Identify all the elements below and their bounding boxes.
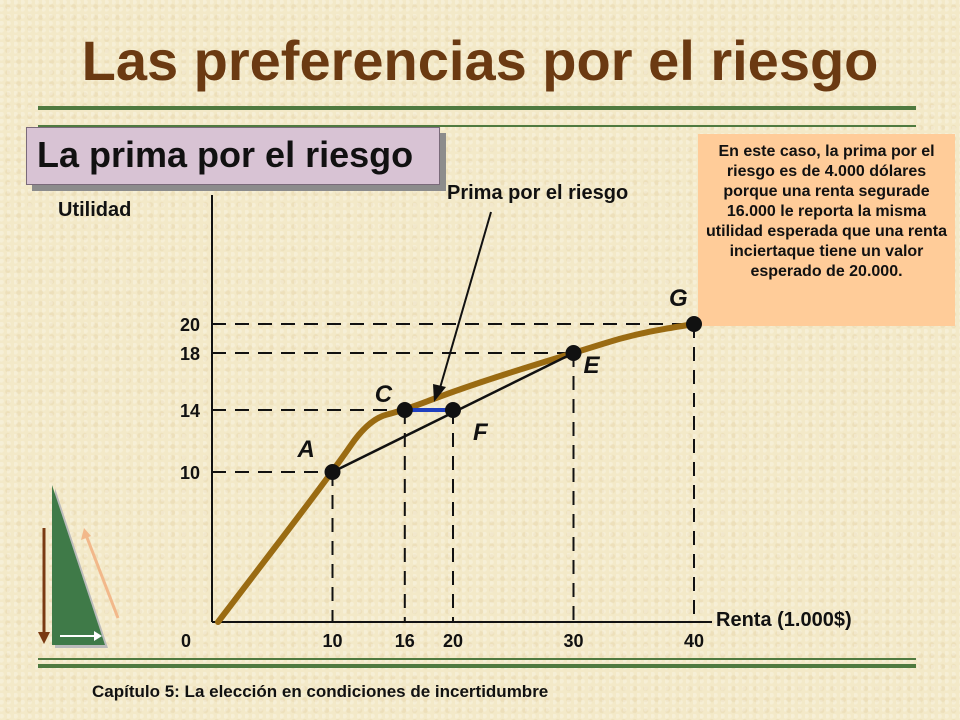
x-tick-20: 20 xyxy=(443,631,463,651)
point-label-E: E xyxy=(584,352,601,379)
point-E xyxy=(565,345,582,361)
subtitle-box: La prima por el riesgo xyxy=(26,127,440,185)
guide-lines xyxy=(212,323,695,622)
x-tick-30: 30 xyxy=(563,631,583,651)
title-rule-bottom xyxy=(38,125,916,127)
x-tick-10: 10 xyxy=(322,631,342,651)
green-triangle-arrows-icon xyxy=(38,485,120,648)
arrow-label: Prima por el riesgo xyxy=(447,182,628,204)
point-label-C: C xyxy=(375,381,393,408)
x-tick-16: 16 xyxy=(395,631,415,651)
point-C xyxy=(396,402,413,418)
x-tick-40: 40 xyxy=(684,631,704,651)
point-label-G: G xyxy=(669,285,688,312)
point-label-A: A xyxy=(297,436,315,463)
footer-text: Capítulo 5: La elección en condiciones d… xyxy=(92,682,549,701)
y-tick-14: 14 xyxy=(180,401,200,421)
footer-rule-top xyxy=(38,658,916,660)
point-A xyxy=(324,464,341,480)
x-axis-label: Renta (1.000$) xyxy=(716,609,852,631)
y-tick-18: 18 xyxy=(180,344,200,364)
y-tick-10: 10 xyxy=(180,463,200,483)
explanation-note: En este caso, la prima por el riesgo es … xyxy=(698,134,955,326)
point-F xyxy=(445,402,461,418)
subtitle-text: La prima por el riesgo xyxy=(37,134,414,175)
arrow-head xyxy=(433,384,446,402)
point-label-F: F xyxy=(473,419,489,446)
footer-rule-bottom xyxy=(38,664,916,668)
chart-points: A C F E G xyxy=(297,285,702,480)
arrow-line xyxy=(439,211,492,389)
y-tick-20: 20 xyxy=(180,315,200,335)
title-rule-top xyxy=(38,106,916,110)
x-tick-0: 0 xyxy=(181,631,191,651)
axis-ticks: 0 10 16 20 30 40 10 14 18 20 xyxy=(180,315,704,651)
point-G xyxy=(686,316,702,332)
slide-title: Las preferencias por el riesgo xyxy=(81,29,879,92)
y-axis-label: Utilidad xyxy=(58,199,131,221)
